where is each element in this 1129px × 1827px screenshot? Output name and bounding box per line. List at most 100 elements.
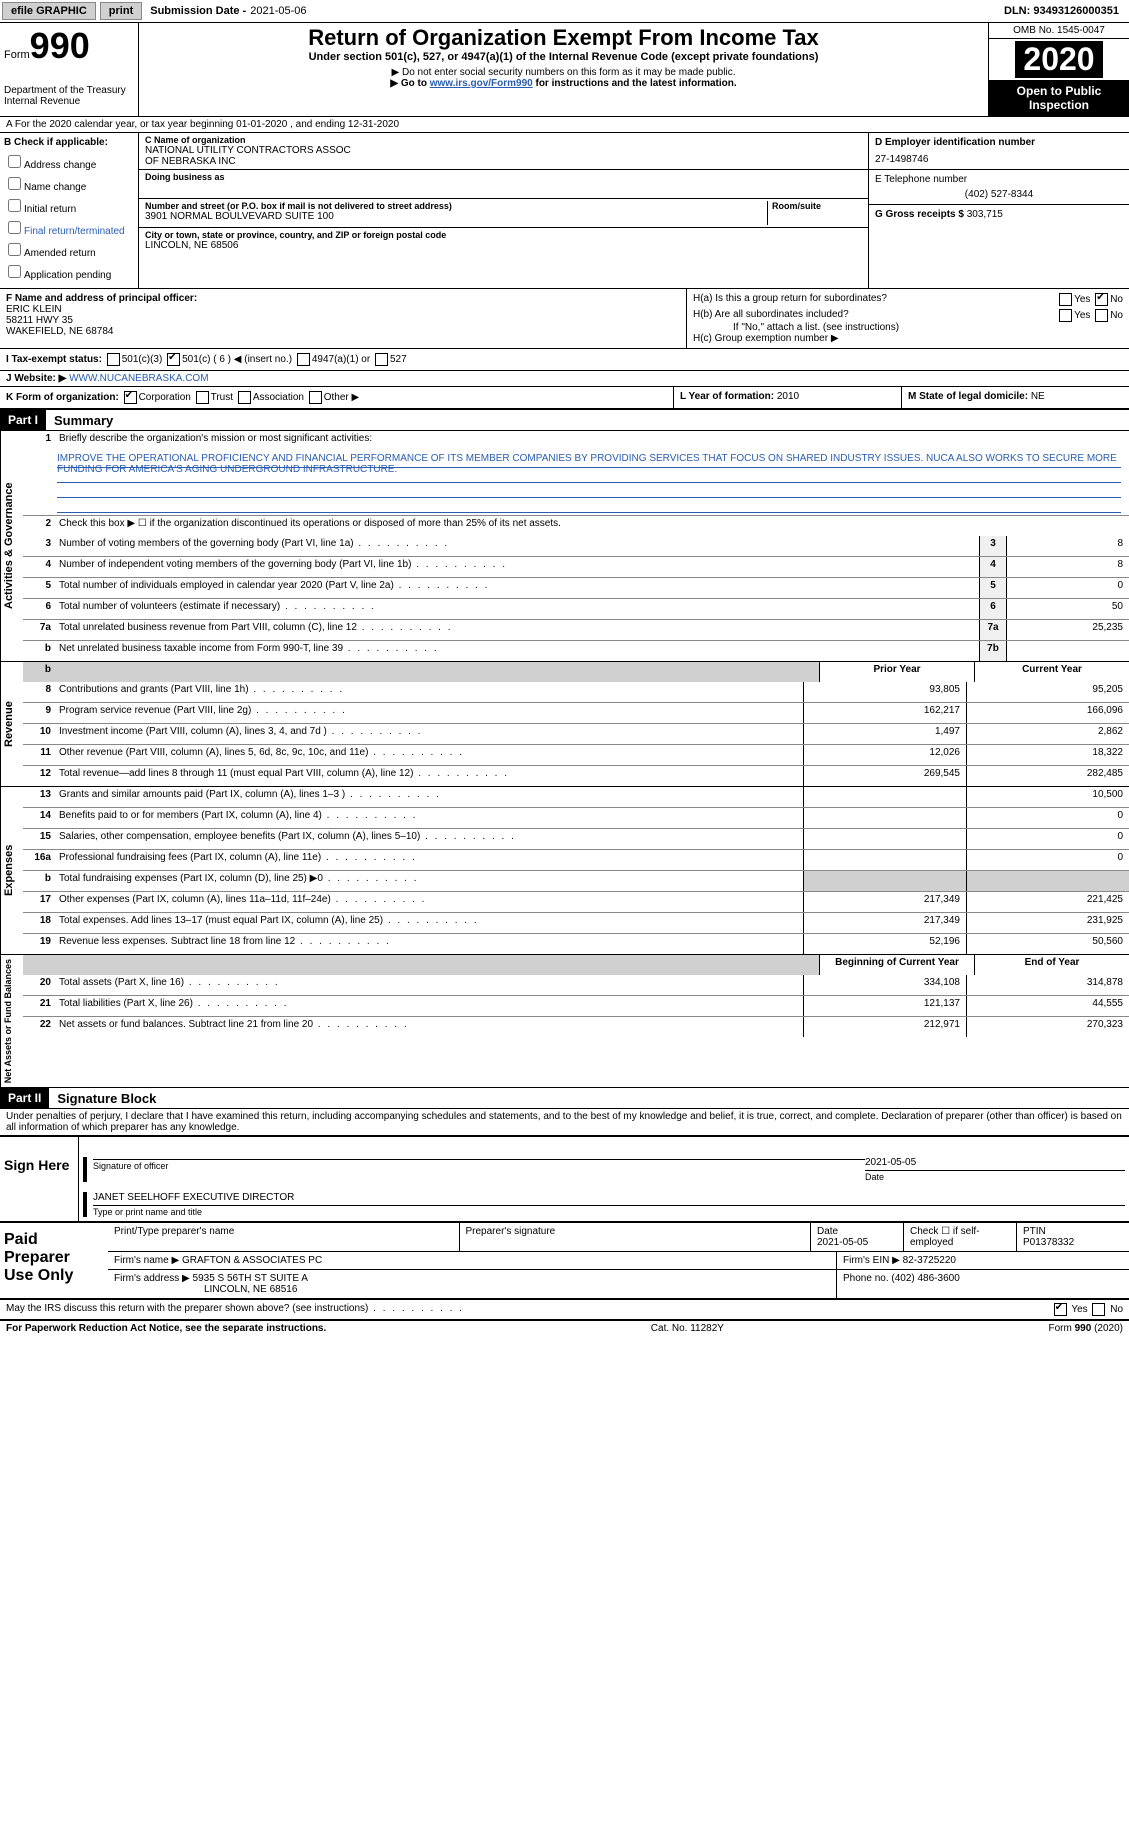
table-row: 3Number of voting members of the governi…	[23, 536, 1129, 556]
submission-date-label: Submission Date -	[150, 5, 246, 17]
officer-addr1: 58211 HWY 35	[6, 315, 680, 326]
ptin: P01378332	[1023, 1237, 1074, 1248]
telephone: (402) 527-8344	[875, 189, 1123, 200]
cb-501c[interactable]	[167, 353, 180, 366]
cb-527[interactable]	[375, 353, 388, 366]
form-header: Form990 Department of the Treasury Inter…	[0, 22, 1129, 117]
mission-text: IMPROVE THE OPERATIONAL PROFICIENCY AND …	[57, 453, 1121, 468]
website-row: J Website: ▶ WWW.NUCANEBRASKA.COM	[0, 371, 1129, 387]
org-street: 3901 NORMAL BOULVEVARD SUITE 100	[145, 211, 767, 222]
sig-date: 2021-05-05	[865, 1157, 1125, 1168]
sign-here-label: Sign Here	[0, 1137, 79, 1221]
side-expenses: Expenses	[0, 787, 23, 954]
print-name-label: Type or print name and title	[93, 1205, 1125, 1217]
table-row: 11Other revenue (Part VIII, column (A), …	[23, 744, 1129, 765]
org-info-grid: B Check if applicable: Address change Na…	[0, 133, 1129, 289]
form-id-box: Form990 Department of the Treasury Inter…	[0, 23, 139, 116]
ein: 27-1498746	[875, 154, 1123, 165]
table-row: 8Contributions and grants (Part VIII, li…	[23, 682, 1129, 702]
firm-ein: 82-3725220	[903, 1255, 956, 1266]
section-c: C Name of organization NATIONAL UTILITY …	[139, 133, 868, 288]
dept-treasury: Department of the Treasury	[4, 85, 134, 96]
table-row: 18Total expenses. Add lines 13–17 (must …	[23, 912, 1129, 933]
table-row: 5Total number of individuals employed in…	[23, 577, 1129, 598]
note-ssn: ▶ Do not enter social security numbers o…	[143, 67, 984, 78]
footer-left: For Paperwork Reduction Act Notice, see …	[6, 1323, 326, 1334]
signature-block: Sign Here Signature of officer 2021-05-0…	[0, 1135, 1129, 1221]
cb-amended-return[interactable]: Amended return	[4, 240, 134, 259]
form-title: Return of Organization Exempt From Incom…	[143, 25, 984, 51]
table-row: bTotal fundraising expenses (Part IX, co…	[23, 870, 1129, 891]
cb-initial-return[interactable]: Initial return	[4, 196, 134, 215]
cb-corp[interactable]	[124, 391, 137, 404]
footer-right: Form 990 (2020)	[1049, 1323, 1123, 1334]
sig-date-label: Date	[865, 1170, 1125, 1182]
table-row: 19Revenue less expenses. Subtract line 1…	[23, 933, 1129, 954]
col-prior-year: Prior Year	[819, 662, 974, 682]
cb-application-pending[interactable]: Application pending	[4, 262, 134, 281]
note-goto: ▶ Go to www.irs.gov/Form990 for instruct…	[143, 78, 984, 89]
section-f-h: F Name and address of principal officer:…	[0, 289, 1129, 349]
gross-receipts: 303,715	[967, 209, 1003, 220]
table-row: 14Benefits paid to or for members (Part …	[23, 807, 1129, 828]
hc-group-exemption: H(c) Group exemption number ▶	[693, 333, 1123, 344]
tax-year-range: A For the 2020 calendar year, or tax yea…	[0, 117, 1129, 133]
discuss-yes[interactable]	[1054, 1303, 1067, 1316]
preparer-date: 2021-05-05	[817, 1237, 868, 1248]
org-name-2: OF NEBRASKA INC	[145, 156, 862, 167]
paid-preparer-block: Paid Preparer Use Only Print/Type prepar…	[0, 1221, 1129, 1300]
table-row: 20Total assets (Part X, line 16)334,1083…	[23, 975, 1129, 995]
section-b: B Check if applicable: Address change Na…	[0, 133, 139, 288]
omb-number: OMB No. 1545-0047	[989, 23, 1129, 39]
print-button[interactable]: print	[100, 2, 142, 20]
col-current-year: Current Year	[974, 662, 1129, 682]
cb-address-change[interactable]: Address change	[4, 152, 134, 171]
table-row: 13Grants and similar amounts paid (Part …	[23, 787, 1129, 807]
table-row: 15Salaries, other compensation, employee…	[23, 828, 1129, 849]
preparer-sig-hdr: Preparer's signature	[460, 1223, 812, 1251]
hb-yes[interactable]	[1059, 309, 1072, 322]
preparer-name-hdr: Print/Type preparer's name	[108, 1223, 460, 1251]
part1-title: Summary	[46, 413, 113, 428]
page-footer: For Paperwork Reduction Act Notice, see …	[0, 1321, 1129, 1336]
room-suite-label: Room/suite	[772, 201, 862, 211]
part2-title: Signature Block	[49, 1091, 156, 1106]
website-link[interactable]: WWW.NUCANEBRASKA.COM	[69, 373, 208, 384]
table-row: 7aTotal unrelated business revenue from …	[23, 619, 1129, 640]
tax-year: 2020	[1015, 41, 1102, 78]
dba-label: Doing business as	[145, 172, 862, 182]
efile-button[interactable]: efile GRAPHIC	[2, 2, 96, 20]
table-row: 4Number of independent voting members of…	[23, 556, 1129, 577]
cb-assoc[interactable]	[238, 391, 251, 404]
cb-trust[interactable]	[196, 391, 209, 404]
col-beginning: Beginning of Current Year	[819, 955, 974, 975]
line1-text: Briefly describe the organization's miss…	[55, 431, 1129, 451]
side-net-assets: Net Assets or Fund Balances	[0, 955, 23, 1087]
officer-print-name: JANET SEELHOFF EXECUTIVE DIRECTOR	[93, 1192, 1125, 1203]
ha-no[interactable]	[1095, 293, 1108, 306]
officer-name: ERIC KLEIN	[6, 304, 680, 315]
cb-4947[interactable]	[297, 353, 310, 366]
discuss-no[interactable]	[1092, 1303, 1105, 1316]
hb-no[interactable]	[1095, 309, 1108, 322]
hb-note: If "No," attach a list. (see instruction…	[693, 322, 1123, 333]
table-row: 21Total liabilities (Part X, line 26)121…	[23, 995, 1129, 1016]
cb-name-change[interactable]: Name change	[4, 174, 134, 193]
table-row: 6Total number of volunteers (estimate if…	[23, 598, 1129, 619]
ha-yes[interactable]	[1059, 293, 1072, 306]
cb-other[interactable]	[309, 391, 322, 404]
table-row: 9Program service revenue (Part VIII, lin…	[23, 702, 1129, 723]
section-d-e-g: D Employer identification number 27-1498…	[868, 133, 1129, 288]
cb-final-return[interactable]: Final return/terminated	[4, 218, 134, 237]
sig-officer-label: Signature of officer	[93, 1159, 865, 1171]
table-row: 12Total revenue—add lines 8 through 11 (…	[23, 765, 1129, 786]
side-revenue: Revenue	[0, 662, 23, 786]
part1-header: Part I	[0, 410, 46, 430]
table-row: 10Investment income (Part VIII, column (…	[23, 723, 1129, 744]
irs-label: Internal Revenue	[4, 96, 134, 107]
form990-link[interactable]: www.irs.gov/Form990	[430, 78, 533, 89]
org-name-1: NATIONAL UTILITY CONTRACTORS ASSOC	[145, 145, 862, 156]
cb-501c3[interactable]	[107, 353, 120, 366]
firm-phone: (402) 486-3600	[891, 1273, 959, 1284]
year-formation: 2010	[777, 391, 799, 402]
